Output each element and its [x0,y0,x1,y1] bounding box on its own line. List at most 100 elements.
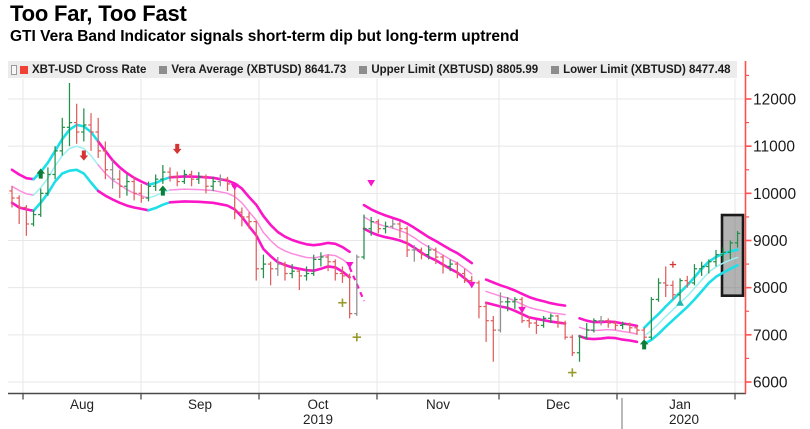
ohlc-bar [447,259,453,272]
ohlc-bar [627,322,633,333]
vera-band-average-line [643,256,739,337]
legend-handle-icon [11,64,17,75]
gray-swatch-icon [159,65,168,74]
vera-band-lower-line [147,201,172,212]
vera-band-average-line [363,216,473,275]
legend-item-label: Vera Average (XBTUSD) 8641.73 [171,63,347,76]
ohlc-bar [9,186,15,208]
vera-band-lower-line [484,301,567,325]
y-axis-label: 8000 [753,280,788,297]
vera-band-average-line [147,189,171,199]
ohlc-bar [706,259,712,274]
chart-legend: XBT-USD Cross Rate Vera Average (XBTUSD)… [8,61,737,78]
ohlc-bar [576,334,583,362]
ohlc-bar [368,216,374,236]
x-month-label: Jan [669,397,691,412]
page-title: Too Far, Too Fast [10,1,187,26]
page-subtitle: GTI Vera Band Indicator signals short-te… [10,28,519,45]
ohlc-bar [181,169,188,184]
ohlc-bar [504,297,511,312]
ohlc-bar [540,315,547,328]
ohlc-bar [382,221,389,234]
ohlc-bar [397,221,403,239]
vera-band-lower-line [642,263,739,346]
ohlc-bar [512,297,518,309]
ohlc-bar [73,103,80,144]
y-axis-label: 6000 [753,375,788,392]
ohlc-bar [677,278,683,302]
vera-band-lower-line [168,200,351,279]
ohlc-bar [612,320,619,331]
y-axis-label: 9000 [753,233,788,250]
vera-band-average-line [11,185,35,196]
vera-band-lower-line [362,227,474,286]
legend-item-label: Lower Limit (XBTUSD) 8477.48 [563,63,731,76]
ohlc-bar [224,176,231,191]
ohlc-bar [548,313,554,324]
ohlc-bar [605,318,611,328]
ohlc-bar [188,170,195,187]
vera-band-upper-line [32,123,100,181]
ohlc-bar [88,113,94,151]
ohlc-bar [23,205,30,236]
ohlc-bar [562,320,568,340]
ohlc-bar [30,209,37,227]
signal-tri-down-marker [467,281,476,289]
ohlc-bar [461,268,468,283]
ohlc-bar [454,261,461,279]
ohlc-bar [311,254,317,276]
signal-arrow-up-marker [158,185,168,196]
gray-swatch-icon [551,65,560,74]
ohlc-bar [361,214,367,260]
signal-arrow-down-marker [172,143,182,155]
ohlc-bar [404,226,410,258]
ohlc-bar [260,254,267,279]
highlight-box [720,213,745,297]
ohlc-bar [734,231,741,248]
ohlc-bar [217,174,224,187]
signal-tri-down-marker [230,183,239,191]
ohlc-bar [275,257,281,276]
vera-band-lower-line [10,201,35,213]
ohlc-bar [16,195,22,224]
ohlc-bar [210,176,216,191]
ohlc-bar [239,207,245,227]
signal-tri-down-marker [367,179,376,187]
ohlc-bar [203,174,209,194]
x-month-label: Dec [546,397,570,412]
vera-band-lower-line [96,189,150,212]
ohlc-bar [246,212,252,229]
ohlc-bar [102,141,109,180]
vera-band-upper-line [484,278,567,307]
ohlc-bar [253,220,259,281]
signal-arrow-up-marker [36,168,46,179]
signal-tri-down-marker [345,262,354,269]
signal-tri-up-marker [676,299,684,306]
ohlc-bar [160,165,166,184]
ohlc-bar [325,254,331,272]
ohlc-bar [95,117,101,158]
legend-item-vera-average[interactable]: Vera Average (XBTUSD) 8641.73 [159,64,346,76]
ohlc-bar [490,315,497,362]
x-month-label: Sep [188,397,212,412]
ohlc-bar [354,254,360,316]
legend-item-label: Upper Limit (XBTUSD) 8805.99 [371,63,539,76]
vera-band-upper-line [147,176,172,187]
ohlc-bar [619,321,626,330]
ohlc-bar [318,252,324,267]
ohlc-bar [433,247,439,265]
ohlc-bar [267,261,274,286]
vera-band-average-line [97,164,150,199]
vera-band-average-line [32,145,99,196]
ohlc-bar [727,240,734,260]
ohlc-bar [418,247,425,260]
legend-item-upper-limit[interactable]: Upper Limit (XBTUSD) 8805.99 [359,64,538,76]
legend-item-label: XBT-USD Cross Rate [32,63,147,76]
red-swatch-icon [20,65,28,74]
ohlc-bar [713,249,719,267]
gray-swatch-icon [359,65,368,74]
legend-item-xbtusd[interactable]: XBT-USD Cross Rate [20,64,146,76]
signal-arrow-up-marker [639,339,649,350]
ohlc-bar [138,183,145,203]
legend-item-lower-limit[interactable]: Lower Limit (XBTUSD) 8477.48 [551,63,731,76]
